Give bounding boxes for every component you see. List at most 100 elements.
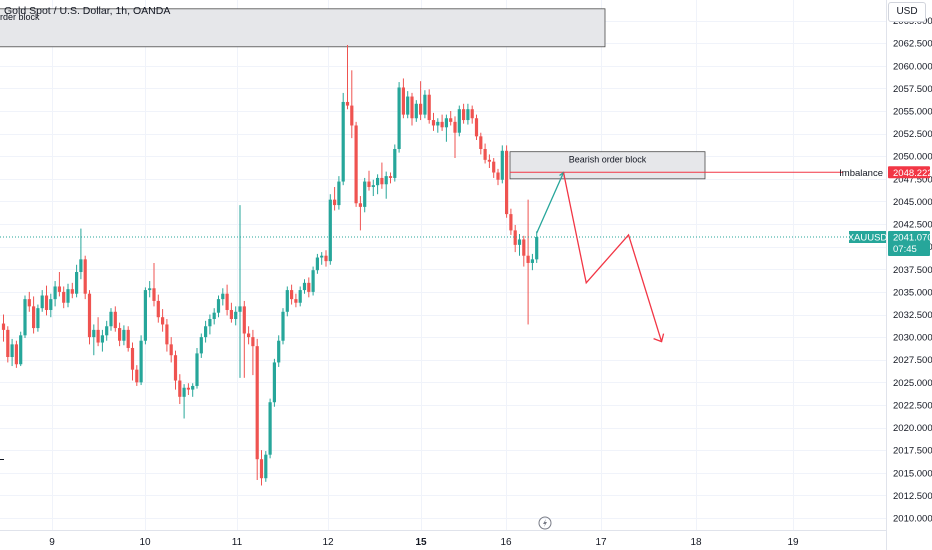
price-tick-label: 2017.500	[893, 446, 932, 457]
candle-up	[337, 181, 341, 206]
candle-down	[83, 259, 87, 294]
candle-up	[216, 299, 221, 313]
time-tick-label: 17	[595, 537, 607, 548]
candle-up	[40, 295, 44, 309]
candle-up	[371, 185, 375, 187]
candle-up	[277, 340, 281, 363]
price-tick-label: 2045.000	[893, 197, 932, 208]
candle-up	[53, 286, 57, 300]
order-block-box	[509, 151, 706, 180]
candle-down	[62, 291, 66, 303]
candle-up	[182, 387, 186, 397]
candle-down	[427, 94, 431, 121]
price-tick-label: 2062.500	[893, 39, 932, 50]
candle-down	[225, 293, 229, 310]
candle-down	[178, 380, 182, 397]
candles	[1, 44, 539, 486]
candle-down	[247, 333, 251, 338]
candle-down	[251, 337, 255, 347]
last-price-tag-box	[888, 230, 930, 256]
lightning-glyph	[543, 519, 547, 527]
time-tick-label: 18	[690, 537, 702, 548]
candle-up	[423, 94, 427, 115]
price-tick-label: 2022.500	[893, 400, 932, 411]
imbalance-label: Imbalance	[839, 168, 883, 179]
candle-down	[96, 329, 100, 343]
time-axis[interactable]: 9 10 11 12 15 16 17 18 19	[0, 459, 886, 549]
candle-up	[302, 282, 307, 291]
time-tick-label: 15	[415, 537, 427, 548]
candle-down	[161, 317, 165, 325]
candle-up	[19, 335, 23, 365]
candle-up	[436, 121, 440, 126]
candle-down	[14, 344, 18, 365]
candle-up	[238, 306, 242, 312]
candle-down	[307, 282, 311, 292]
candle-up	[457, 109, 461, 133]
candle-down	[354, 125, 358, 204]
candle-up	[109, 311, 113, 327]
candle-down	[487, 159, 491, 162]
imbalance-tag-value: 2048.222	[893, 168, 932, 179]
candle-down	[453, 121, 457, 133]
imbalance-tag-box	[888, 166, 930, 179]
candle-down	[449, 118, 453, 122]
candle-down	[294, 299, 298, 303]
time-tick-label: 9	[49, 537, 55, 548]
candle-up	[36, 308, 40, 329]
candle-up	[75, 271, 79, 294]
candle-up	[414, 103, 418, 119]
time-tick-label: 16	[500, 537, 512, 548]
candle-down	[242, 306, 246, 334]
projection-down-arrowhead	[653, 333, 665, 343]
price-tick-label: 2025.000	[893, 378, 932, 389]
candle-up	[285, 290, 289, 312]
candle-up	[195, 353, 199, 386]
price-tick-label: 2010.000	[893, 514, 932, 525]
price-tick-label: 2050.000	[893, 152, 932, 163]
price-tick-label: 2030.000	[893, 333, 932, 344]
currency-button[interactable]: USD	[888, 2, 926, 22]
candle-up	[221, 293, 225, 300]
last-price-countdown: 07:45	[893, 244, 917, 255]
candle-up	[208, 319, 212, 327]
candle-down	[474, 118, 479, 137]
candle-down	[380, 177, 384, 185]
candle-up	[298, 290, 302, 303]
candle-up	[92, 329, 96, 338]
candle-down	[135, 369, 139, 383]
candle-up	[466, 109, 470, 121]
candle-up	[311, 270, 315, 292]
candle-up	[49, 299, 53, 310]
candle-up	[148, 288, 152, 291]
candle-up	[264, 454, 268, 479]
lightning-icon	[538, 516, 552, 530]
time-tick-label: 19	[787, 537, 799, 548]
candle-down	[113, 311, 117, 329]
candle-down	[126, 329, 130, 348]
candle-down	[505, 150, 509, 215]
price-axis[interactable]: 2065.0002062.5002060.0002057.5002055.000…	[886, 0, 932, 550]
price-tick-label: 2037.500	[893, 265, 932, 276]
candle-down	[6, 329, 10, 358]
candle-up	[406, 96, 410, 115]
symbol-tag-box	[849, 230, 886, 243]
candle-up	[376, 177, 380, 186]
candle-up	[444, 118, 448, 128]
candle-down	[513, 230, 517, 245]
candle-down	[440, 121, 444, 128]
price-tick-label: 2020.000	[893, 423, 932, 434]
candle-down	[492, 161, 496, 173]
candle-down	[169, 344, 173, 356]
candle-down	[345, 101, 350, 106]
time-tick-label: 12	[322, 537, 334, 548]
candle-up	[530, 259, 534, 263]
candle-up	[139, 340, 143, 383]
candle-up	[500, 150, 504, 180]
candle-up	[100, 335, 104, 343]
candle-up	[105, 326, 109, 336]
time-tick-label: 11	[232, 537, 243, 548]
candle-down	[186, 387, 190, 390]
